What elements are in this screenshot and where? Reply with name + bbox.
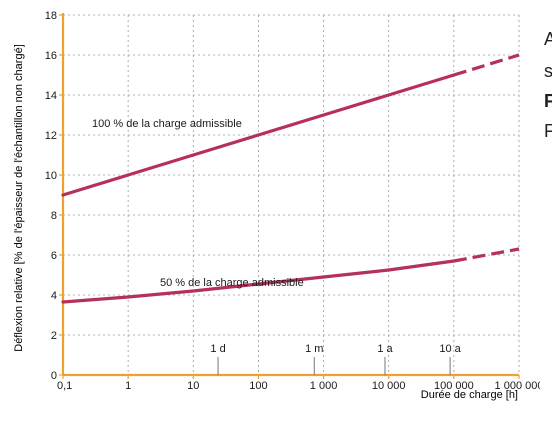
y-tick-label: 8 bbox=[51, 210, 57, 222]
y-tick-label: 12 bbox=[45, 130, 57, 142]
x-tick-label: 100 bbox=[249, 380, 267, 392]
axes: 0 2 4 6 8 10 12 14 16 18 0,1 1 10 100 1 000 10 000 100 0… bbox=[45, 10, 540, 392]
y-tick-label: 2 bbox=[51, 330, 57, 342]
time-marker-label: 10 a bbox=[439, 343, 461, 355]
time-marker-label: 1 a bbox=[377, 343, 393, 355]
side-text-3: F bbox=[544, 91, 552, 111]
series-line-2 bbox=[61, 259, 456, 304]
time-marker-label: 1 m bbox=[305, 343, 323, 355]
side-text-1: A bbox=[544, 29, 552, 49]
time-marker-label: 1 d bbox=[210, 343, 225, 355]
series-label-2: 50 % de la charge admissible bbox=[160, 277, 304, 289]
time-markers: 1 d 1 m 1 a 10 a bbox=[210, 343, 462, 375]
x-tick-label: 10 bbox=[187, 380, 199, 392]
series-label-1: 100 % de la charge admissible bbox=[92, 118, 242, 130]
x-tick-label: 1 000 bbox=[310, 380, 338, 392]
y-tick-label: 6 bbox=[51, 250, 57, 262]
grid bbox=[63, 14, 520, 375]
y-tick-label: 4 bbox=[51, 290, 57, 302]
x-tick-label: 100 000 bbox=[434, 380, 474, 392]
series-line-2-extrapolated bbox=[453, 247, 520, 263]
deflection-chart: Déflexion relative [% de l'épaisseur de … bbox=[13, 10, 540, 401]
y-axis-label: Déflexion relative [% de l'épaisseur de … bbox=[13, 44, 25, 352]
y-tick-label: 16 bbox=[45, 50, 57, 62]
y-tick-label: 14 bbox=[45, 90, 57, 102]
y-tick-label: 10 bbox=[45, 170, 57, 182]
series-line-1 bbox=[61, 73, 456, 197]
x-tick-label: 1 000 000 bbox=[495, 380, 540, 392]
x-tick-label: 1 bbox=[125, 380, 131, 392]
y-tick-label: 18 bbox=[45, 10, 57, 22]
x-axis-label: Durée de charge [h] bbox=[421, 389, 518, 401]
x-tick-label: 0,1 bbox=[57, 380, 72, 392]
series-line-1-extrapolated bbox=[453, 53, 520, 77]
series-group bbox=[61, 53, 520, 304]
series-labels: 100 % de la charge admissible 50 % de la … bbox=[92, 118, 304, 289]
side-text-2: s bbox=[544, 61, 552, 81]
side-text-4: F bbox=[544, 121, 552, 141]
x-tick-label: 10 000 bbox=[372, 380, 406, 392]
y-tick-label: 0 bbox=[51, 370, 57, 382]
